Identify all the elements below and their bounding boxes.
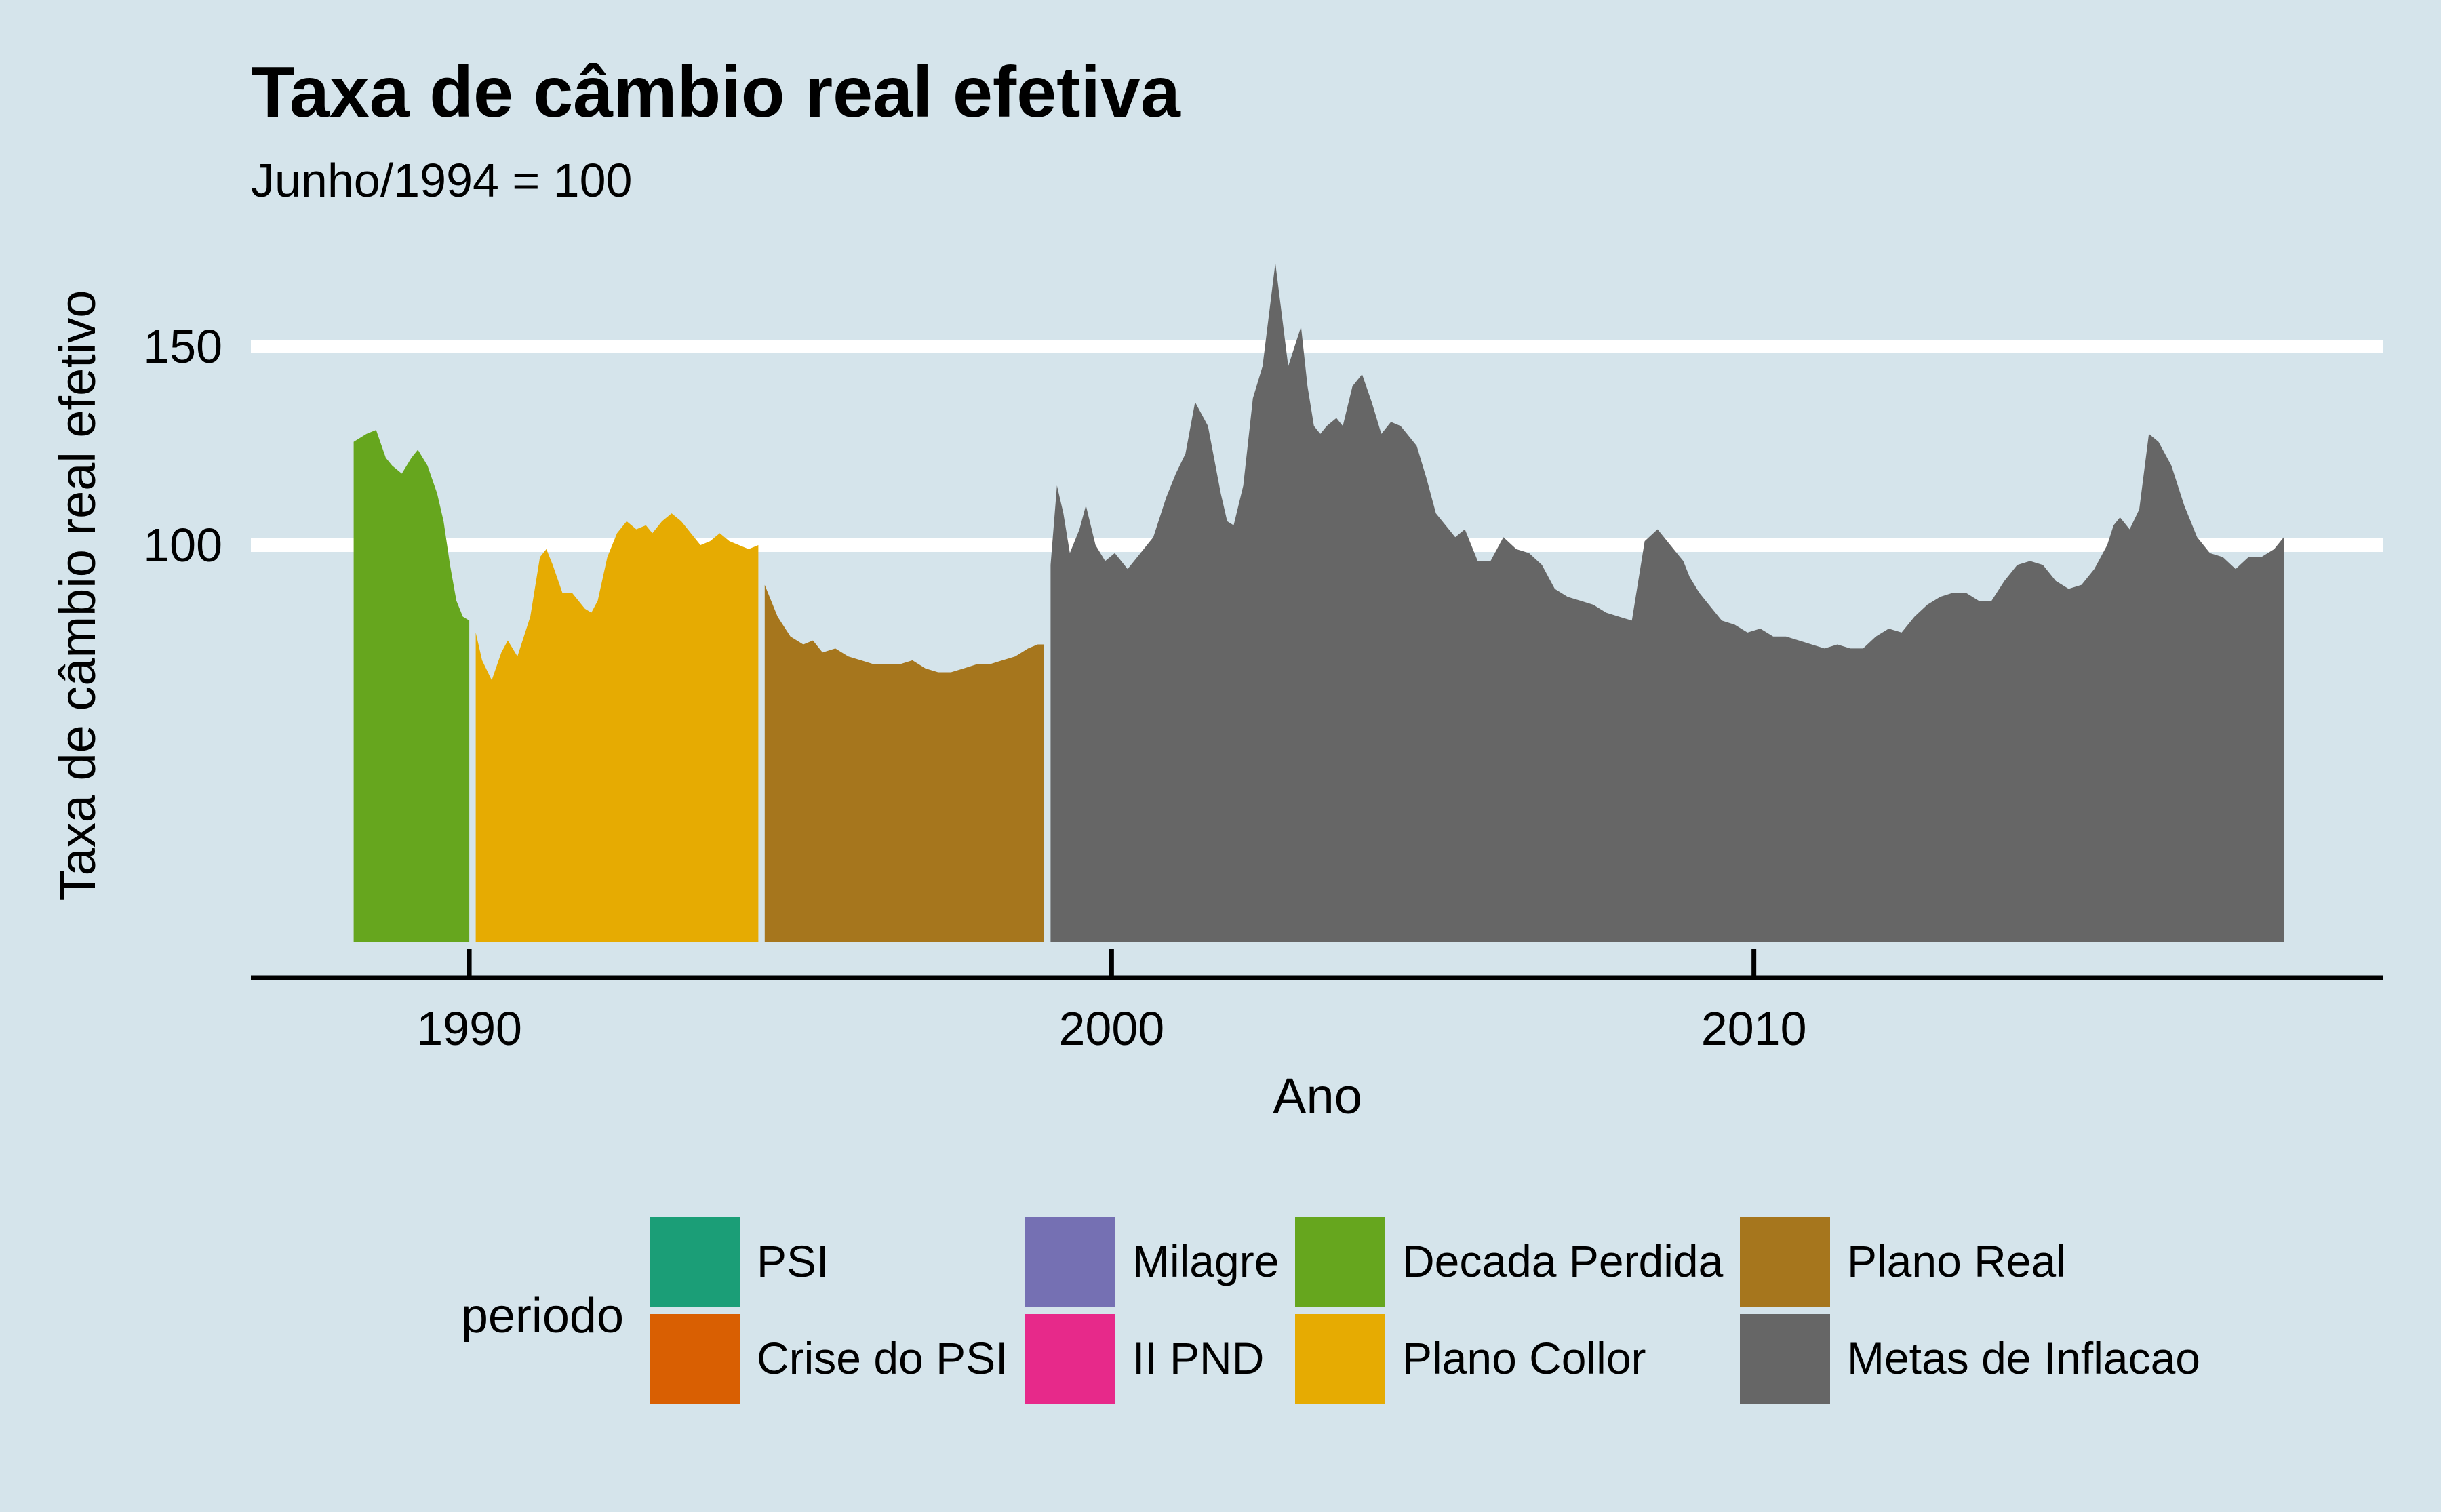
area-decada-perdida [353,430,470,942]
area-metas-de-inflacao [1050,262,2284,942]
legend: periodo PSI Crise do PSI Milagre II PND Deca… [461,1217,2200,1404]
legend-swatch-metas-de-inflacao [1740,1314,1830,1404]
x-tick-label-2000: 2000 [1059,1002,1165,1055]
y-tick-label-150: 150 [143,320,222,373]
legend-label-psi: PSI [757,1236,829,1286]
legend-label-ii-pnd: II PND [1132,1333,1264,1383]
legend-label-plano-collor: Plano Collor [1402,1333,1646,1383]
legend-label-milagre: Milagre [1132,1236,1279,1286]
y-axis-label: Taxa de câmbio real efetivo [49,290,106,901]
legend-label-metas-de-inflacao: Metas de Inflacao [1847,1333,2200,1383]
legend-swatch-psi [650,1217,740,1307]
legend-swatch-ii-pnd [1025,1314,1115,1404]
legend-swatch-plano-real [1740,1217,1830,1307]
legend-swatch-crise-do-psi [650,1314,740,1404]
chart-subtitle: Junho/1994 = 100 [251,154,632,207]
area-plano-collor [475,513,759,942]
x-tick-label-2010: 2010 [1701,1002,1807,1055]
legend-label-plano-real: Plano Real [1847,1236,2066,1286]
legend-swatch-decada-perdida [1295,1217,1385,1307]
legend-label-crise-do-psi: Crise do PSI [757,1333,1008,1383]
legend-title: periodo [461,1289,624,1343]
legend-swatch-milagre [1025,1217,1115,1307]
legend-swatch-plano-collor [1295,1314,1385,1404]
x-tick-label-1990: 1990 [416,1002,522,1055]
axes: 1990 2000 2010 [251,949,2383,1055]
x-axis-label: Ano [1273,1068,1362,1124]
area-plano-real [764,584,1044,942]
legend-label-decada-perdida: Decada Perdida [1402,1236,1724,1286]
y-tick-label-100: 100 [143,519,222,572]
chart-title: Taxa de câmbio real efetiva [251,52,1181,132]
area-series [353,262,2284,942]
